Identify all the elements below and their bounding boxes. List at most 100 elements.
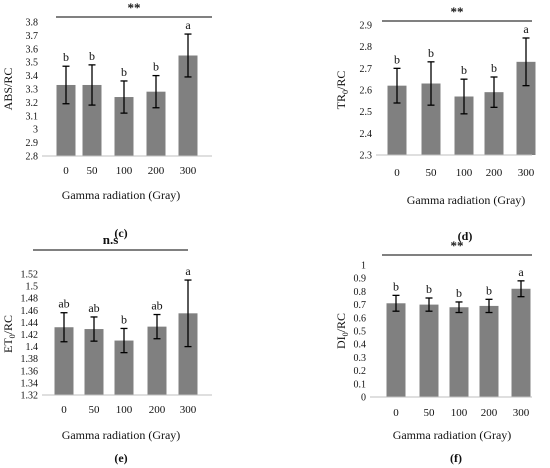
y-tick-label: 3.5	[26, 58, 39, 69]
y-tick-label: 1.38	[21, 354, 39, 365]
x-axis-label: Gamma radiation (Gray)	[393, 428, 512, 442]
significance-letter: b	[456, 286, 462, 300]
y-tick-label: 1.5	[26, 282, 39, 293]
x-tick-label: 200	[486, 167, 503, 179]
significance-letter: ab	[58, 297, 69, 311]
y-tick-label: 2.7	[360, 64, 373, 75]
significance-letter: b	[393, 279, 399, 293]
x-tick-label: 0	[63, 165, 69, 177]
x-tick-label: 50	[87, 165, 99, 177]
x-tick-label: 50	[424, 407, 436, 419]
significance-letter: b	[491, 61, 497, 75]
significance-label: n.s	[103, 232, 119, 247]
x-axis-label: Gamma radiation (Gray)	[62, 188, 181, 202]
y-tick-label: 2.3	[360, 151, 373, 162]
panel-caption: (c)	[114, 226, 127, 240]
significance-label: **	[451, 4, 464, 19]
y-tick-label: 3.7	[26, 31, 39, 42]
significance-letter: a	[523, 22, 529, 36]
bar	[511, 288, 531, 397]
x-tick-label: 300	[180, 404, 197, 416]
x-tick-label: 200	[481, 407, 498, 419]
x-axis-label: Gamma radiation (Gray)	[62, 428, 181, 442]
y-tick-label: 1.42	[21, 330, 39, 341]
significance-letter: b	[153, 60, 159, 74]
significance-letter: b	[121, 65, 127, 79]
y-tick-label: 0	[361, 393, 366, 404]
panel-caption: (e)	[114, 451, 127, 465]
y-axis-label: ET0/RC	[1, 315, 17, 353]
y-axis-label-main: DI	[334, 336, 348, 349]
significance-letter: b	[426, 282, 432, 296]
y-tick-label: 0.3	[354, 353, 367, 364]
x-tick-label: 100	[451, 407, 468, 419]
x-axis-label: Gamma radiation (Gray)	[407, 193, 526, 207]
significance-letter: a	[185, 18, 191, 32]
y-axis-label-subscript: 0	[341, 332, 350, 336]
y-tick-label: 2.8	[360, 42, 373, 53]
bar	[82, 84, 102, 156]
y-axis-label-main: TR	[334, 94, 348, 109]
x-tick-label: 100	[456, 167, 473, 179]
y-axis-label: ABS/RC	[1, 68, 15, 111]
y-tick-label: 2.5	[360, 107, 373, 118]
y-tick-label: 3	[33, 125, 38, 136]
y-tick-label: 0.1	[354, 379, 367, 390]
y-axis-label-subscript: 0	[341, 90, 350, 94]
y-tick-label: 0.8	[354, 287, 367, 298]
bar	[421, 83, 441, 155]
y-tick-label: 3.4	[26, 71, 39, 82]
bar	[479, 305, 499, 397]
significance-letter: b	[121, 312, 127, 326]
panel-caption: (f)	[450, 451, 462, 465]
y-tick-label: 2.9	[26, 138, 39, 149]
y-tick-label: 1.44	[21, 318, 39, 329]
y-tick-label: 0.2	[354, 366, 367, 377]
y-axis-label: TR0/RC	[334, 71, 350, 110]
y-axis-label-suffix: /RC	[334, 71, 348, 90]
y-tick-label: 1.32	[21, 391, 39, 402]
bar	[56, 84, 76, 156]
chart-panel-e: 1.32 1.341.361.381.41.421.441.461.481.51.…	[1, 232, 212, 465]
significance-letter: b	[486, 283, 492, 297]
y-tick-label: 3.1	[26, 111, 39, 122]
y-tick-label: 3.8	[26, 18, 39, 29]
x-tick-label: 0	[394, 167, 400, 179]
bar	[484, 92, 504, 155]
bar	[114, 340, 134, 395]
x-tick-label: 200	[149, 404, 166, 416]
y-tick-label: 0.7	[354, 300, 367, 311]
y-tick-label: 1.36	[21, 366, 39, 377]
significance-letter: b	[428, 46, 434, 60]
x-tick-label: 50	[89, 404, 101, 416]
y-tick-label: 1	[361, 261, 366, 272]
y-tick-label: 1.46	[21, 306, 39, 317]
significance-label: **	[451, 238, 464, 253]
y-axis-label-main: ET	[1, 338, 15, 353]
bar	[178, 313, 198, 395]
y-tick-label: 0.9	[354, 274, 367, 285]
y-tick-label: 0.6	[354, 313, 367, 324]
x-tick-label: 50	[426, 167, 438, 179]
y-tick-label: 0.5	[354, 327, 367, 338]
significance-letter: b	[89, 49, 95, 63]
chart-panel-f: 0 0.1 0.2 0.3 0.4 0.5 0.6 0.7 0.8 0.9 1 b 0 b 50 b 100 b 2…	[334, 238, 532, 465]
significance-letter: b	[394, 52, 400, 66]
y-tick-label: 1.48	[21, 294, 39, 305]
significance-letter: b	[63, 50, 69, 64]
y-tick-label: 2.6	[360, 86, 373, 97]
y-tick-label: 1.52	[21, 270, 39, 281]
x-tick-label: 300	[518, 167, 535, 179]
bar	[84, 329, 104, 395]
y-tick-label: 3.2	[26, 98, 39, 109]
bar	[114, 97, 134, 156]
significance-letter: ab	[88, 301, 99, 315]
significance-letter: a	[185, 264, 191, 278]
bar	[54, 327, 74, 395]
y-axis-label-suffix: /RC	[334, 313, 348, 332]
bar	[387, 85, 407, 155]
y-tick-label: 2.8	[26, 152, 39, 163]
bar	[386, 303, 406, 397]
significance-letter: b	[461, 63, 467, 77]
